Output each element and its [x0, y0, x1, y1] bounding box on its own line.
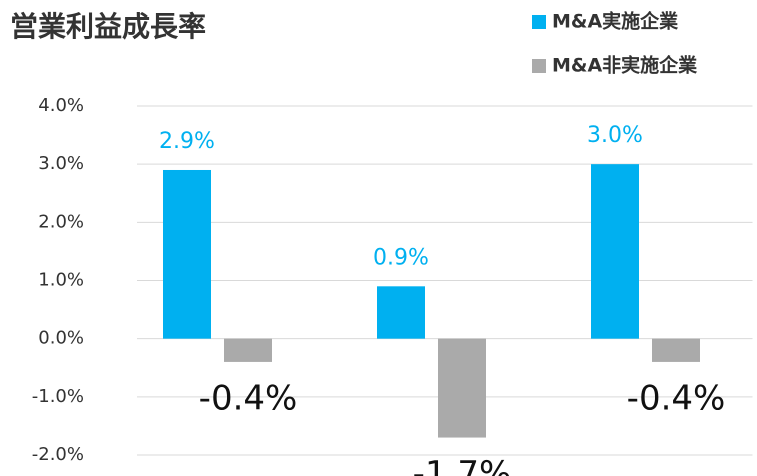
- legend-label: M&A非実施企業: [552, 54, 698, 77]
- data-label: 2.9%: [159, 129, 215, 154]
- legend-label: M&A実施企業: [552, 10, 679, 33]
- y-tick-label: 3.0%: [38, 153, 84, 174]
- bar: [163, 169, 211, 339]
- y-tick-label: 4.0%: [38, 95, 84, 116]
- data-label: -0.4%: [199, 378, 298, 418]
- bar: [591, 164, 639, 339]
- y-tick-label: 0.0%: [38, 328, 84, 349]
- data-label: -0.4%: [627, 378, 726, 418]
- data-label: 3.0%: [587, 123, 643, 148]
- data-label: 0.9%: [373, 245, 429, 270]
- legend-swatch: [532, 15, 546, 29]
- bar: [377, 286, 425, 339]
- bar: [224, 338, 272, 362]
- bar: [652, 338, 700, 362]
- legend-swatch: [532, 59, 546, 73]
- y-tick-label: -1.0%: [32, 386, 84, 407]
- bar: [438, 338, 486, 438]
- y-tick-label: 1.0%: [38, 270, 84, 291]
- y-tick-label: -2.0%: [32, 444, 84, 465]
- y-tick-label: 2.0%: [38, 211, 84, 232]
- chart-title: 営業利益成長率: [10, 10, 206, 43]
- data-label: -1.7%: [413, 454, 512, 476]
